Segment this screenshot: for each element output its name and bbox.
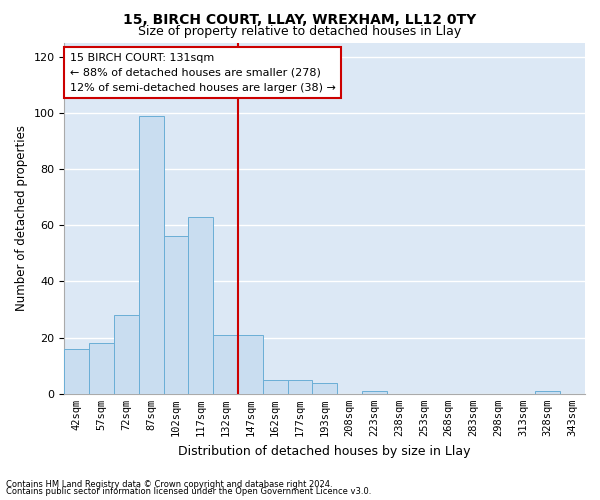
Bar xyxy=(164,236,188,394)
Bar xyxy=(114,315,139,394)
Bar xyxy=(263,380,287,394)
Text: Contains HM Land Registry data © Crown copyright and database right 2024.: Contains HM Land Registry data © Crown c… xyxy=(6,480,332,489)
Bar xyxy=(313,382,337,394)
Bar xyxy=(238,335,263,394)
Bar xyxy=(188,216,213,394)
Text: Contains public sector information licensed under the Open Government Licence v3: Contains public sector information licen… xyxy=(6,488,371,496)
Bar xyxy=(535,391,560,394)
Text: 15 BIRCH COURT: 131sqm
← 88% of detached houses are smaller (278)
12% of semi-de: 15 BIRCH COURT: 131sqm ← 88% of detached… xyxy=(70,53,335,92)
Bar xyxy=(287,380,313,394)
X-axis label: Distribution of detached houses by size in Llay: Distribution of detached houses by size … xyxy=(178,444,471,458)
Text: Size of property relative to detached houses in Llay: Size of property relative to detached ho… xyxy=(139,25,461,38)
Bar xyxy=(362,391,386,394)
Bar xyxy=(213,335,238,394)
Bar xyxy=(89,343,114,394)
Y-axis label: Number of detached properties: Number of detached properties xyxy=(15,125,28,311)
Bar xyxy=(139,116,164,394)
Bar xyxy=(64,349,89,394)
Text: 15, BIRCH COURT, LLAY, WREXHAM, LL12 0TY: 15, BIRCH COURT, LLAY, WREXHAM, LL12 0TY xyxy=(124,12,476,26)
